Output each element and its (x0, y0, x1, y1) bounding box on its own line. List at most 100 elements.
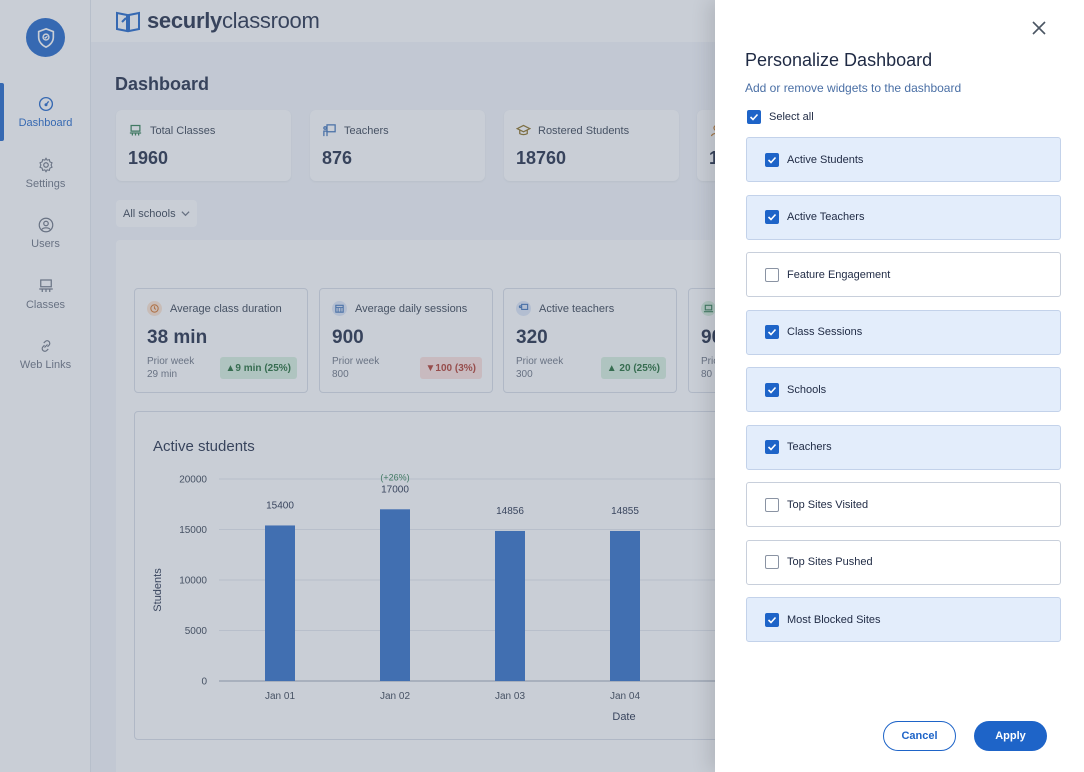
x-tick-label: Jan 03 (495, 691, 525, 702)
widget-option[interactable]: Active Teachers (746, 194, 1061, 240)
arrow-up-icon: ▲ (606, 362, 620, 374)
stat-value: 1960 (128, 148, 169, 168)
apply-button[interactable]: Apply (974, 721, 1047, 751)
stat-card-teachers: Teachers 876 (310, 110, 485, 181)
school-filter-dropdown[interactable]: All schools (116, 200, 197, 227)
widget-option[interactable]: Active Students (746, 137, 1061, 182)
metric-prior-label: Prior (701, 356, 723, 367)
bar (610, 530, 640, 681)
checkbox-unchecked-icon (765, 267, 779, 282)
widget-option[interactable]: Teachers (746, 424, 1061, 470)
metric-prior-value: 800 (332, 369, 349, 380)
metric-delta-badge: ▲ 9 min (25%) (219, 357, 297, 379)
widget-option-label: Class Sessions (787, 326, 863, 338)
stat-label: Teachers (344, 124, 389, 137)
sidebar-item-dashboard[interactable]: Dashboard (0, 83, 91, 141)
stat-value: 876 (322, 148, 353, 168)
gear-icon (38, 157, 53, 173)
arrow-up-icon: ▲ (225, 362, 236, 374)
x-tick-label: Jan 04 (610, 691, 640, 702)
drawer-title: Personalize Dashboard (745, 50, 933, 70)
metric-card-average-class-duration: Average class duration 38 min Prior week… (134, 288, 308, 393)
stat-label: Total Classes (150, 124, 216, 137)
classroom-icon (38, 279, 53, 292)
brand[interactable]: securlyclassroom (115, 8, 320, 34)
widget-option-label: Schools (787, 383, 827, 396)
widget-option[interactable]: Top Sites Pushed (746, 539, 1061, 585)
user-icon (38, 217, 53, 233)
calendar-icon (332, 301, 347, 316)
checkbox-checked-icon (765, 440, 779, 454)
shield-logo-icon (37, 27, 54, 48)
metric-card-average-daily-sessions: Average daily sessions 900 Prior week 80… (319, 288, 493, 393)
checkbox-checked-icon (765, 612, 779, 627)
bar-change-annotation: (+26%) (380, 472, 409, 482)
x-tick-label: Jan 01 (265, 691, 295, 702)
widget-option[interactable]: Top Sites Visited (746, 482, 1061, 527)
widget-option-label: Top Sites Visited (787, 498, 869, 511)
link-icon (41, 340, 50, 352)
stat-value: 18760 (516, 148, 567, 168)
book-logo-icon (116, 11, 140, 33)
x-tick-label: Jan 02 (380, 691, 410, 702)
y-axis-label: Students (152, 568, 164, 612)
select-all-checkbox[interactable]: Select all (747, 110, 814, 124)
close-button[interactable] (1029, 18, 1049, 38)
metric-label: Average daily sessions (355, 302, 468, 315)
metric-prior-value: 29 min (147, 369, 178, 380)
metric-value: 38 min (147, 327, 208, 348)
bar (495, 530, 525, 681)
stat-card-rostered-students: Rostered Students 18760 (504, 110, 679, 181)
metric-prior-label: Prior week (147, 356, 195, 367)
bar (380, 509, 410, 681)
sidebar-item-web-links[interactable]: Web Links (0, 325, 91, 383)
bar-value-label: 15400 (266, 500, 294, 511)
arrow-down-icon: ▼ (425, 362, 436, 374)
widget-option[interactable]: Schools (746, 367, 1061, 412)
y-tick-label: 10000 (179, 576, 207, 587)
checkbox-checked-icon (765, 325, 779, 339)
teacher-icon (516, 301, 531, 316)
sidebar: Dashboard Settings Users Classes Web Lin… (0, 0, 91, 772)
sidebar-item-label: Classes (25, 299, 66, 311)
sidebar-item-classes[interactable]: Classes (0, 265, 91, 323)
checkbox-checked-icon (765, 210, 779, 224)
chevron-down-icon (181, 211, 190, 217)
sidebar-item-users[interactable]: Users (0, 204, 91, 262)
checkbox-checked-icon (747, 110, 761, 124)
sidebar-item-label: Settings (25, 178, 66, 190)
metric-prior-value: 80 (701, 369, 713, 380)
y-tick-label: 15000 (179, 525, 207, 536)
y-tick-label: 0 (201, 677, 207, 688)
checkbox-checked-icon (765, 152, 779, 167)
widget-option[interactable]: Class Sessions (746, 309, 1061, 355)
graduation-cap-icon (516, 124, 531, 136)
metric-delta: 100 (3%) (435, 362, 476, 374)
stat-value: 1 (709, 148, 720, 168)
metric-delta: 9 min (25%) (235, 362, 291, 374)
sidebar-item-label: Web Links (19, 359, 72, 371)
metric-value: 320 (516, 327, 548, 348)
widget-option-label: Active Students (787, 153, 864, 166)
chart-title: Active students (153, 438, 255, 455)
metric-delta-badge: ▲ 20 (25%) (600, 357, 666, 379)
app-logo[interactable] (26, 18, 65, 57)
stat-card-total-classes: Total Classes 1960 (116, 110, 291, 181)
metric-label: Active teachers (539, 302, 615, 315)
metric-label: Average class duration (170, 302, 282, 315)
select-all-label: Select all (769, 111, 814, 123)
widget-option-label: Teachers (787, 441, 832, 453)
laptop-icon (701, 301, 716, 316)
widget-option[interactable]: Feature Engagement (746, 252, 1061, 297)
widget-option-label: Feature Engagement (787, 268, 891, 281)
bar-value-label: 14856 (496, 506, 524, 517)
widget-option[interactable]: Most Blocked Sites (746, 597, 1061, 642)
metric-prior-label: Prior week (332, 356, 380, 367)
sidebar-item-settings[interactable]: Settings (0, 144, 91, 202)
sidebar-item-label: Users (31, 238, 60, 250)
bar-value-label: 14855 (611, 506, 639, 517)
personalize-dashboard-drawer: Personalize Dashboard Add or remove widg… (715, 0, 1084, 772)
drawer-subtitle: Add or remove widgets to the dashboard (745, 81, 962, 95)
active-students-chart: 0 5000 10000 15000 20000 15400 Jan 01 17000 Jan … (152, 472, 715, 723)
cancel-button[interactable]: Cancel (883, 721, 956, 751)
